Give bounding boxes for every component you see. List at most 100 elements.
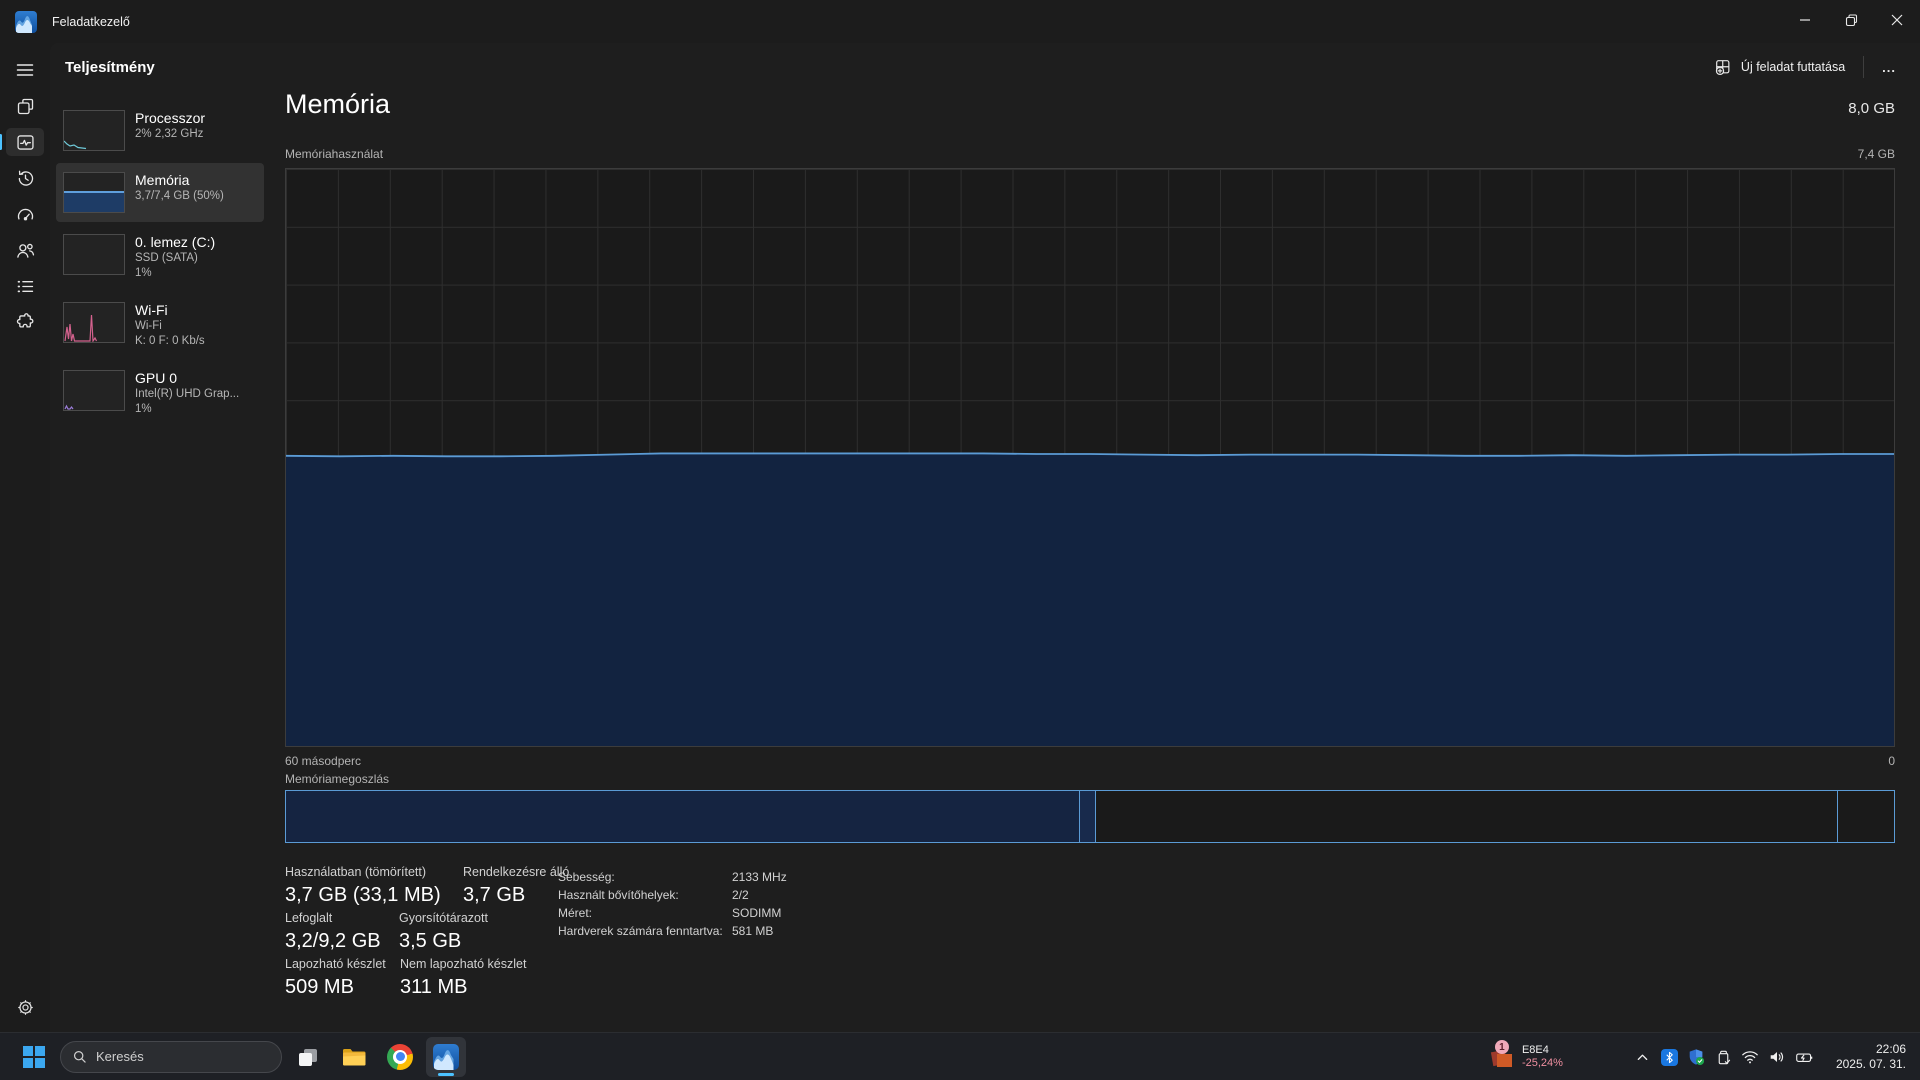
task-view-button[interactable] xyxy=(288,1037,328,1077)
close-button[interactable] xyxy=(1874,0,1920,40)
bluetooth-tray-button[interactable] xyxy=(1656,1037,1683,1077)
performance-icon xyxy=(15,132,36,153)
windows-start-icon xyxy=(23,1046,45,1068)
widget-ticker: E8E4 xyxy=(1522,1044,1563,1057)
run-new-task-label: Új feladat futtatása xyxy=(1741,60,1845,74)
notification-badge: 1 xyxy=(1495,1040,1509,1054)
selected-indicator xyxy=(0,134,2,150)
usb-tray-button[interactable] xyxy=(1710,1037,1737,1077)
battery-tray-button[interactable] xyxy=(1791,1037,1818,1077)
volume-tray-button[interactable] xyxy=(1764,1037,1791,1077)
nav-item-startup-apps[interactable] xyxy=(6,200,44,228)
sidebar-item-disk[interactable]: 0. lemez (C:) SSD (SATA) 1% xyxy=(56,225,264,290)
processes-icon xyxy=(15,96,36,117)
clock-time: 22:06 xyxy=(1836,1042,1906,1057)
settings-gear-icon xyxy=(16,998,35,1017)
sidebar-item-sub: 2% 2,32 GHz xyxy=(135,127,205,142)
chevron-up-icon xyxy=(1636,1051,1649,1064)
stat-non-paged-pool: Nem lapozható készlet 311 MB xyxy=(400,957,526,999)
restore-button[interactable] xyxy=(1828,0,1874,40)
content-header: Teljesítmény Új feladat futtatása ... xyxy=(50,43,1920,91)
settings-button[interactable] xyxy=(6,992,44,1022)
task-manager-window: Feladatkezelő xyxy=(0,0,1920,1080)
memory-thumbnail-chart xyxy=(63,172,125,213)
nav-item-app-history[interactable] xyxy=(6,164,44,192)
security-shield-icon xyxy=(1687,1048,1705,1066)
bluetooth-icon xyxy=(1661,1049,1678,1066)
memory-total-capacity: 8,0 GB xyxy=(1848,100,1895,119)
window-title: Feladatkezelő xyxy=(52,15,130,29)
start-button[interactable] xyxy=(14,1037,54,1077)
sidebar-item-sub: SSD (SATA) xyxy=(135,251,215,266)
nav-item-processes[interactable] xyxy=(6,92,44,120)
sidebar-item-cpu[interactable]: Processzor 2% 2,32 GHz xyxy=(56,101,264,160)
stat-paged-pool: Lapozható készlet 509 MB xyxy=(285,957,372,999)
sidebar-item-gpu[interactable]: GPU 0 Intel(R) UHD Grap... 1% xyxy=(56,361,264,426)
task-view-icon xyxy=(296,1045,320,1069)
app-history-icon xyxy=(15,168,36,189)
nav-item-performance[interactable] xyxy=(6,128,44,156)
composition-segment-modified[interactable] xyxy=(1080,791,1096,842)
security-tray-button[interactable] xyxy=(1683,1037,1710,1077)
sidebar-item-title: Memória xyxy=(135,172,224,189)
stat-available: Rendelkezésre álló 3,7 GB xyxy=(463,865,569,907)
sidebar-item-title: Wi-Fi xyxy=(135,302,205,319)
memory-usage-label: Memóriahasználat xyxy=(285,147,383,161)
task-manager-logo-icon xyxy=(15,11,37,33)
gpu-thumbnail-chart xyxy=(63,370,125,411)
cpu-thumbnail-chart xyxy=(63,110,125,151)
composition-segment-free[interactable] xyxy=(1838,791,1894,842)
sidebar-item-memory[interactable]: Memória 3,7/7,4 GB (50%) xyxy=(56,163,264,222)
composition-segment-standby[interactable] xyxy=(1096,791,1837,842)
x-axis-right-label: 0 xyxy=(1888,754,1895,768)
volume-icon xyxy=(1768,1048,1786,1066)
hamburger-menu-button[interactable] xyxy=(6,56,44,84)
memory-composition-label: Memóriamegoszlás xyxy=(285,772,389,786)
chrome-button[interactable] xyxy=(380,1037,420,1077)
memory-title: Memória xyxy=(285,89,390,119)
users-icon xyxy=(15,240,36,261)
memory-composition-bar[interactable] xyxy=(285,790,1895,843)
sidebar-item-title: 0. lemez (C:) xyxy=(135,234,215,251)
nav-item-services[interactable] xyxy=(6,308,44,336)
sidebar-item-wifi[interactable]: Wi-Fi Wi-Fi K: 0 F: 0 Kb/s xyxy=(56,293,264,358)
hamburger-icon xyxy=(15,60,35,80)
usb-device-icon xyxy=(1715,1049,1732,1066)
taskbar-search[interactable]: Keresés xyxy=(60,1041,282,1073)
search-placeholder: Keresés xyxy=(96,1049,144,1064)
sidebar-item-sub: Wi-Fi xyxy=(135,319,205,334)
minimize-button[interactable] xyxy=(1782,0,1828,40)
nav-item-details[interactable] xyxy=(6,272,44,300)
battery-charging-icon xyxy=(1795,1048,1814,1067)
performance-sidebar: Processzor 2% 2,32 GHz Memória 3,7/7,4 G… xyxy=(56,101,264,426)
stat-committed: Lefoglalt 3,2/9,2 GB xyxy=(285,911,371,953)
new-task-icon xyxy=(1714,58,1732,76)
sidebar-item-sub: Intel(R) UHD Grap... xyxy=(135,387,239,402)
taskbar-clock[interactable]: 22:06 2025. 07. 31. xyxy=(1830,1038,1912,1076)
wifi-tray-button[interactable] xyxy=(1737,1037,1764,1077)
file-explorer-button[interactable] xyxy=(334,1037,374,1077)
services-icon xyxy=(15,312,36,333)
run-new-task-button[interactable]: Új feladat futtatása xyxy=(1704,51,1855,83)
nav-item-users[interactable] xyxy=(6,236,44,264)
stat-in-use: Használatban (tömörített) 3,7 GB (33,1 M… xyxy=(285,865,435,907)
task-manager-icon xyxy=(433,1044,459,1070)
titlebar[interactable]: Feladatkezelő xyxy=(0,0,1920,43)
more-options-button[interactable]: ... xyxy=(1872,56,1906,79)
task-manager-taskbar-button[interactable] xyxy=(426,1037,466,1077)
x-axis-left-label: 60 másodperc xyxy=(285,754,361,768)
y-axis-max-label: 7,4 GB xyxy=(1858,147,1895,161)
stocks-widget[interactable]: 1 E8E4 -25,24% xyxy=(1481,1040,1571,1074)
widget-change: -25,24% xyxy=(1522,1057,1563,1070)
stat-cached: Gyorsítótárazott 3,5 GB xyxy=(399,911,488,953)
memory-stats: Használatban (tömörített) 3,7 GB (33,1 M… xyxy=(285,865,1895,1003)
disk-thumbnail-chart xyxy=(63,234,125,275)
nav-rail xyxy=(0,43,50,1032)
composition-segment-in-use[interactable] xyxy=(286,791,1080,842)
content-panel: Teljesítmény Új feladat futtatása ... xyxy=(50,43,1920,1032)
show-hidden-icons-button[interactable] xyxy=(1629,1037,1656,1077)
file-explorer-icon xyxy=(341,1044,367,1070)
clock-date: 2025. 07. 31. xyxy=(1836,1057,1906,1072)
chrome-icon xyxy=(387,1044,413,1070)
system-tray: 1 E8E4 -25,24% xyxy=(1481,1033,1912,1080)
